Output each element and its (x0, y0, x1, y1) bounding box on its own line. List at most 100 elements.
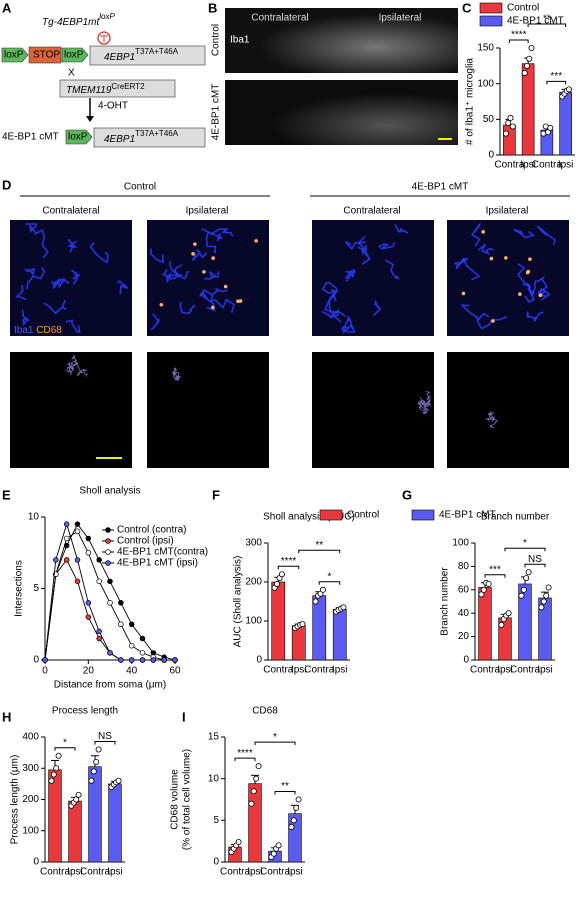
significance-bracket (274, 791, 296, 795)
text: T37A+T46A (135, 129, 179, 138)
x-tick-label: Ipsi (537, 665, 553, 676)
x-tick-label: Contra (510, 665, 540, 676)
cell-process (169, 260, 183, 277)
data-point (295, 796, 302, 803)
significance-label: **** (281, 556, 297, 567)
loxp-label: loxP (4, 50, 24, 61)
row-label: 4E-BP1 cMT (211, 84, 222, 141)
row-label: Control (211, 24, 222, 56)
cell-process (321, 308, 339, 319)
y-tick-label: 0 (33, 857, 39, 868)
micrograph-grid (10, 220, 569, 468)
cell-process (34, 228, 49, 259)
cell-process (378, 242, 396, 250)
loxp-box (1, 47, 29, 63)
cd68-spot (191, 252, 195, 256)
stain-label: Iba1 CD68 (14, 325, 62, 336)
data-point (107, 578, 113, 585)
series-line (44, 559, 175, 661)
cell-process (65, 319, 81, 333)
driver-box (59, 79, 176, 98)
y-tick-label: 0 (256, 655, 262, 666)
column-label: Contralateral (251, 13, 308, 24)
cell-process (179, 301, 196, 315)
stop-icon (97, 31, 111, 45)
panel-label: C (462, 0, 472, 15)
data-point (293, 804, 300, 811)
data-point (299, 621, 306, 628)
data-point (75, 791, 82, 798)
y-tick-label: 40 (458, 608, 470, 619)
significance-bracket (524, 563, 546, 568)
significance-label: *** (489, 564, 501, 575)
data-point (74, 521, 81, 527)
cell-process (342, 315, 355, 334)
data-point (95, 746, 102, 753)
x-tick-label: Ipsi (520, 160, 536, 171)
significance-bracket (277, 565, 300, 570)
data-point (53, 765, 60, 772)
x-tick-label: Contra (470, 665, 500, 676)
y-tick-label: 60 (458, 584, 470, 595)
cell-process (24, 267, 36, 276)
x-tick-label: Contra (304, 665, 334, 676)
legend-label: Control (ipsi) (117, 536, 174, 547)
stop-box (28, 46, 62, 64)
bar (48, 769, 62, 863)
data-point (73, 796, 80, 803)
significance-label: * (328, 571, 332, 582)
data-point (509, 123, 516, 130)
cell-process (210, 228, 234, 237)
data-point (63, 557, 70, 563)
data-point (270, 850, 277, 857)
data-point (48, 777, 55, 784)
legend-label: Control (507, 3, 539, 14)
y-axis-label: AUC (Sholl analysis) (233, 556, 244, 648)
micrograph (225, 80, 458, 145)
data-point (96, 578, 102, 585)
gene-label: 4EBP1T37A+T46A (104, 47, 179, 63)
data-point (526, 55, 533, 62)
data-point (128, 657, 135, 663)
chart-title: Sholl analysis (AUC) (263, 512, 355, 523)
chart-title: Sholl analysis (79, 486, 140, 497)
cd68-spot (504, 256, 508, 260)
data-point (523, 575, 530, 582)
cd68-spot (238, 299, 243, 303)
x-tick-label: Contra (220, 867, 250, 878)
data-point (340, 604, 347, 611)
data-point (118, 600, 124, 606)
x-tick-label: 20 (83, 666, 95, 677)
data-point (53, 557, 59, 563)
significance-label: *** (550, 71, 562, 82)
gene-box (93, 127, 206, 148)
cell-process (372, 300, 382, 317)
cd68-spot (538, 293, 543, 298)
y-axis-label: # of Iba1⁺ microglia (465, 58, 476, 145)
data-point (528, 45, 535, 52)
legend-swatch (479, 15, 503, 27)
y-tick-label: 5 (213, 815, 219, 826)
data-point (63, 535, 70, 542)
cell-process (513, 228, 535, 239)
y-tick-label: 100 (477, 78, 494, 89)
data-point (275, 842, 282, 849)
data-point (85, 600, 92, 606)
data-point (525, 569, 532, 576)
panel-label: I (182, 709, 186, 724)
cell-process (361, 244, 371, 265)
bar (503, 124, 516, 156)
data-point (118, 621, 124, 627)
data-point (520, 586, 527, 593)
legend-label: 4E-BP1 cMT (ipsi) (117, 558, 198, 569)
y-tick-label: 100 (22, 825, 39, 836)
x-tick-label: 60 (169, 666, 181, 677)
significance-label: ** (315, 540, 323, 551)
cell-process (470, 223, 482, 247)
data-point (93, 759, 100, 766)
cell-process (536, 225, 556, 246)
loxp-box (65, 129, 93, 145)
bar (271, 581, 286, 661)
y-tick-label: 10 (208, 773, 220, 784)
data-point (88, 777, 95, 784)
